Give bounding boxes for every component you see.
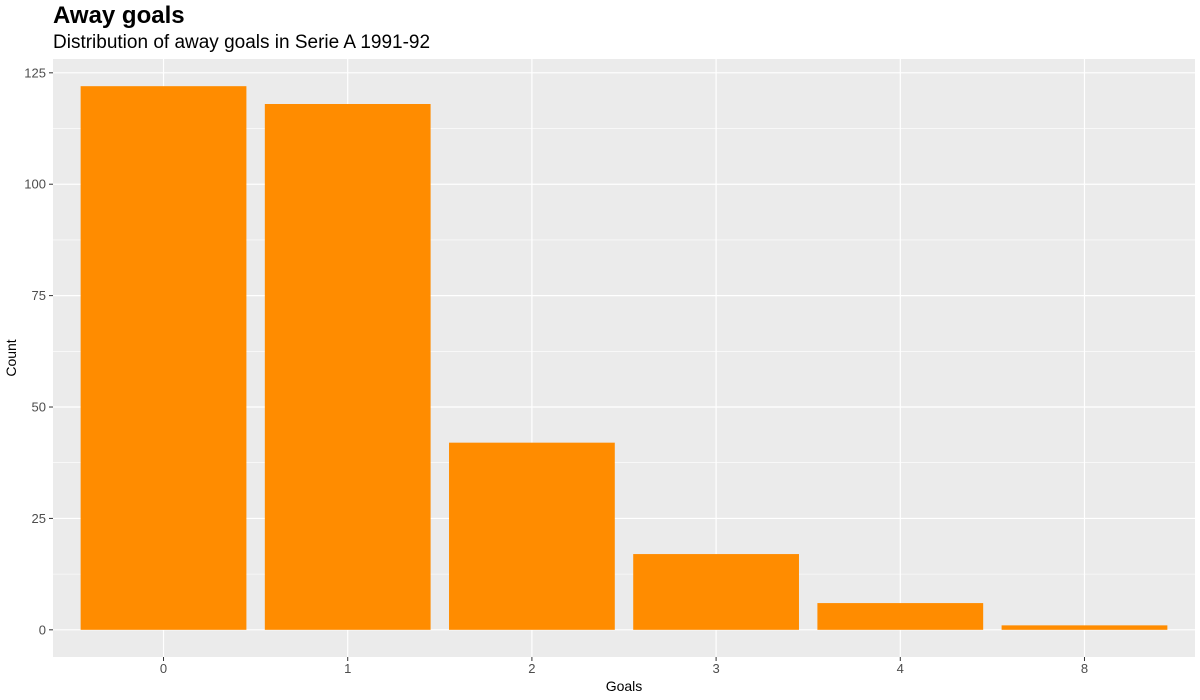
x-tick-label: 8	[1081, 661, 1088, 676]
y-axis-title: Count	[3, 339, 19, 376]
x-axis-title: Goals	[606, 678, 643, 694]
bar-1	[264, 104, 431, 630]
bar-4	[817, 603, 984, 630]
bar-2	[449, 442, 615, 630]
y-tick-label: 100	[24, 177, 46, 192]
y-tick-label: 25	[32, 511, 46, 526]
bar-0	[80, 86, 247, 630]
chart-subtitle: Distribution of away goals in Serie A 19…	[53, 32, 431, 53]
bar-8	[1001, 625, 1168, 630]
x-tick-label: 3	[712, 661, 719, 676]
y-tick-label: 50	[32, 400, 46, 415]
bar-3	[633, 554, 799, 630]
y-tick-label: 75	[32, 288, 46, 303]
x-tick-label: 0	[160, 661, 167, 676]
y-tick-label: 0	[39, 622, 46, 637]
chart-title: Away goals	[53, 2, 185, 29]
x-tick-label: 2	[528, 661, 535, 676]
x-tick-label: 1	[344, 661, 351, 676]
y-tick-label: 125	[24, 65, 46, 80]
x-tick-label: 4	[897, 661, 904, 676]
